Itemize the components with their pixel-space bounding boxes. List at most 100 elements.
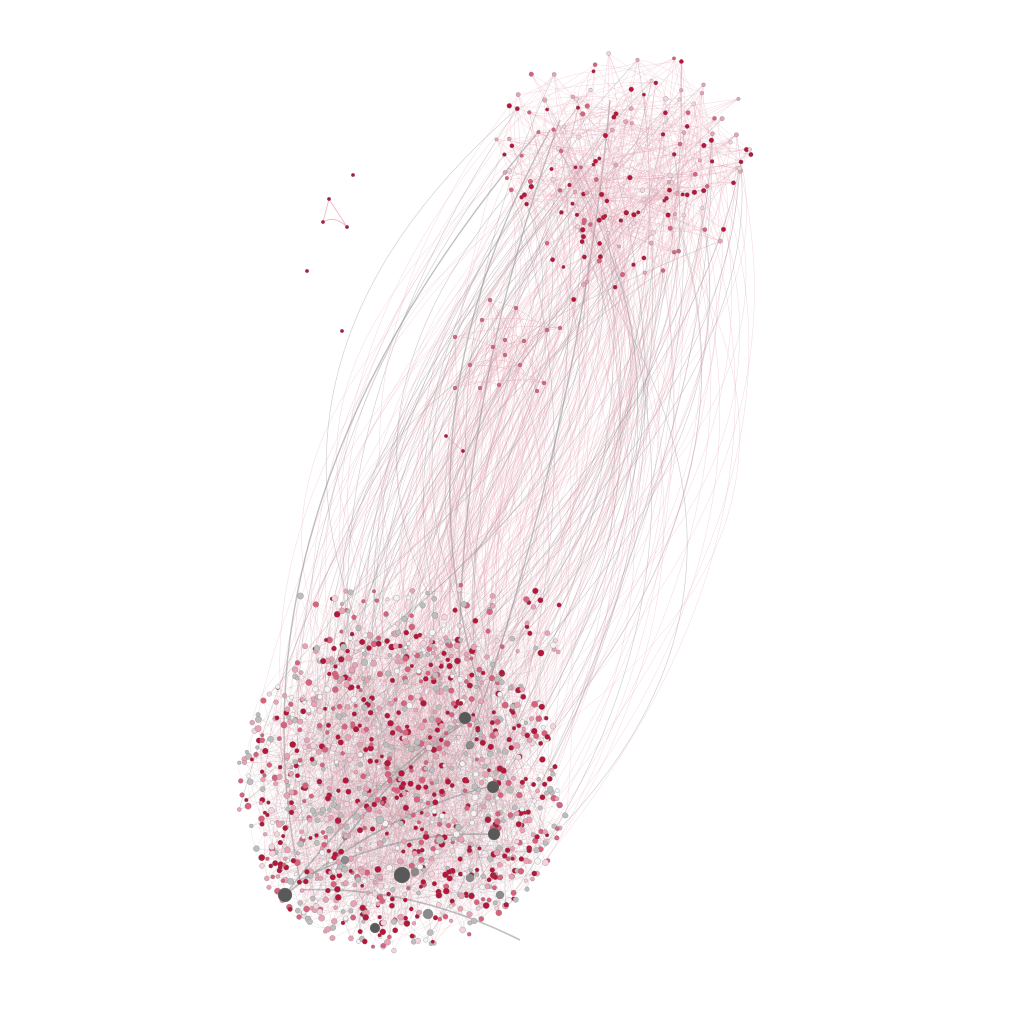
- graph-edge: [587, 105, 631, 178]
- graph-edge: [440, 663, 457, 822]
- graph-edge: [395, 669, 436, 931]
- graph-node: [432, 672, 439, 679]
- graph-node: [604, 198, 610, 204]
- graph-node: [338, 607, 346, 615]
- graph-edge: [435, 599, 527, 803]
- graph-edge: [274, 777, 501, 813]
- graph-edge: [378, 637, 469, 806]
- graph-node: [372, 589, 376, 594]
- graph-edge: [404, 618, 455, 822]
- graph-edge: [445, 435, 464, 452]
- graph-node: [648, 240, 654, 246]
- graph-node: [462, 871, 468, 877]
- graph-edge: [331, 598, 426, 769]
- graph-edge: [513, 108, 522, 156]
- graph-edge: [521, 128, 613, 156]
- graph-edge: [385, 364, 478, 615]
- graph-edge: [279, 336, 456, 768]
- graph-edge: [308, 671, 359, 688]
- graph-edge: [303, 685, 519, 712]
- graph-node: [260, 776, 266, 783]
- graph-node: [531, 701, 538, 708]
- graph-edge: [422, 745, 469, 781]
- graph-node: [349, 631, 355, 637]
- graph-node: [326, 786, 332, 791]
- graph-node: [336, 713, 342, 720]
- graph-edge: [418, 264, 634, 672]
- graph-node: [429, 767, 435, 773]
- graph-edge: [270, 713, 432, 740]
- graph-node: [342, 777, 349, 784]
- graph-node: [467, 362, 473, 368]
- graph-edge: [286, 813, 517, 868]
- graph-edge: [295, 761, 499, 904]
- graph-node: [439, 813, 446, 819]
- graph-node: [474, 684, 479, 689]
- graph-node: [363, 747, 369, 753]
- graph-node: [370, 660, 377, 667]
- graph-node: [419, 847, 425, 853]
- graph-node: [374, 797, 381, 803]
- graph-node: [470, 716, 477, 722]
- graph-edge: [531, 74, 670, 191]
- graph-node: [323, 816, 330, 822]
- graph-edge: [393, 646, 503, 951]
- graph-edge: [334, 598, 376, 894]
- graph-node: [367, 709, 374, 716]
- graph-node: [497, 691, 503, 698]
- graph-node: [479, 756, 485, 762]
- graph-edge: [407, 731, 440, 896]
- graph-node: [359, 638, 366, 646]
- graph-node: [339, 602, 344, 607]
- graph-node: [495, 909, 502, 917]
- graph-node: [606, 231, 611, 236]
- graph-edge: [424, 164, 594, 816]
- graph-edge: [718, 118, 742, 163]
- graph-node: [282, 825, 289, 831]
- graph-edge: [509, 170, 677, 196]
- graph-node: [394, 668, 400, 675]
- graph-node: [395, 629, 401, 636]
- graph-node: [338, 823, 344, 829]
- graph-edge: [322, 809, 493, 871]
- graph-edge: [359, 830, 537, 852]
- graph-node: [476, 666, 483, 673]
- graph-node: [468, 868, 473, 873]
- graph-edge: [401, 738, 527, 881]
- graph-node: [495, 811, 501, 817]
- graph-node: [359, 904, 366, 911]
- graph-edge: [340, 826, 432, 875]
- graph-edge: [552, 108, 703, 727]
- graph-edge: [336, 736, 355, 885]
- graph-edge: [500, 646, 503, 796]
- graph-edge: [280, 690, 452, 843]
- graph-node: [397, 777, 403, 782]
- graph-edge: [295, 232, 654, 720]
- graph-node: [672, 56, 676, 61]
- graph-node: [527, 110, 532, 115]
- graph-edge: [352, 633, 523, 787]
- graph-edge: [260, 802, 274, 877]
- graph-node: [409, 588, 415, 594]
- graph-node: [373, 788, 379, 794]
- graph-edge: [363, 654, 421, 777]
- graph-edge: [438, 674, 497, 875]
- graph-edge: [287, 755, 513, 877]
- graph-edge: [536, 287, 663, 737]
- graph-edge: [454, 381, 500, 389]
- graph-node: [597, 254, 603, 260]
- graph-edge: [387, 590, 493, 607]
- graph-edge: [306, 632, 530, 741]
- graph-node: [387, 653, 392, 658]
- graph-node: [312, 601, 319, 608]
- graph-edge: [342, 704, 535, 912]
- graph-edge: [362, 770, 412, 922]
- graph-node: [289, 800, 294, 806]
- graph-node: [443, 740, 451, 747]
- graph-edge: [312, 674, 439, 899]
- graph-edge: [458, 119, 561, 721]
- graph-edge: [291, 792, 344, 885]
- graph-edge: [279, 364, 521, 870]
- graph-node: [321, 220, 325, 224]
- graph-edge: [333, 364, 521, 749]
